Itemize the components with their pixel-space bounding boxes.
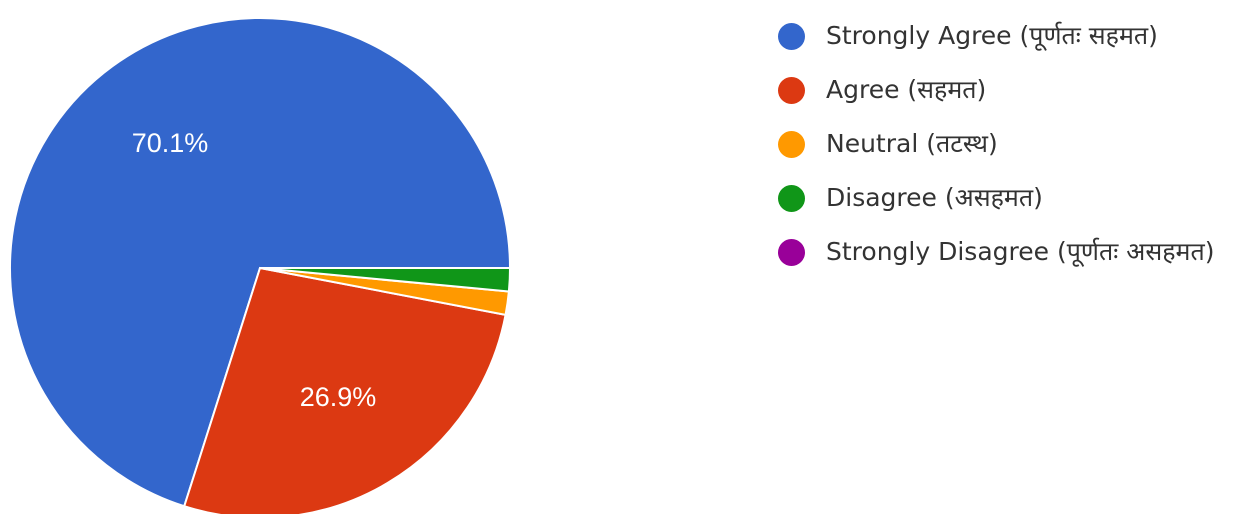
- legend-swatch-strongly-disagree: [778, 239, 805, 266]
- legend-item-agree[interactable]: Agree (सहमत): [776, 70, 1254, 110]
- pie-slices: [9, 17, 512, 514]
- pie-slice-strongly-agree[interactable]: [9, 17, 512, 508]
- legend-swatch-disagree: [778, 185, 805, 212]
- chart-legend: Strongly Agree (पूर्णतः सहमत) Agree (सहम…: [776, 16, 1254, 286]
- pie-label-agree: 26.9%: [300, 382, 377, 412]
- legend-label-neutral: Neutral (तटस्थ): [826, 129, 998, 158]
- pie-label-strongly-agree: 70.1%: [132, 128, 209, 158]
- legend-swatch-agree: [778, 77, 805, 104]
- legend-swatch-strongly-agree: [778, 23, 805, 50]
- pie-labels: 70.1% 26.9%: [132, 128, 377, 412]
- legend-label-agree: Agree (सहमत): [826, 75, 987, 104]
- legend-item-strongly-agree[interactable]: Strongly Agree (पूर्णतः सहमत): [776, 16, 1254, 56]
- legend-item-disagree[interactable]: Disagree (असहमत): [776, 178, 1254, 218]
- legend-swatch-neutral: [778, 131, 805, 158]
- legend-item-neutral[interactable]: Neutral (तटस्थ): [776, 124, 1254, 164]
- legend-label-disagree: Disagree (असहमत): [826, 183, 1043, 212]
- pie-slice-agree[interactable]: [182, 266, 507, 514]
- pie-slice-disagree[interactable]: [259, 267, 512, 293]
- legend-item-strongly-disagree[interactable]: Strongly Disagree (पूर्णतः असहमत): [776, 232, 1254, 272]
- legend-label-strongly-disagree: Strongly Disagree (पूर्णतः असहमत): [826, 237, 1215, 266]
- legend-label-strongly-agree: Strongly Agree (पूर्णतः सहमत): [826, 21, 1158, 50]
